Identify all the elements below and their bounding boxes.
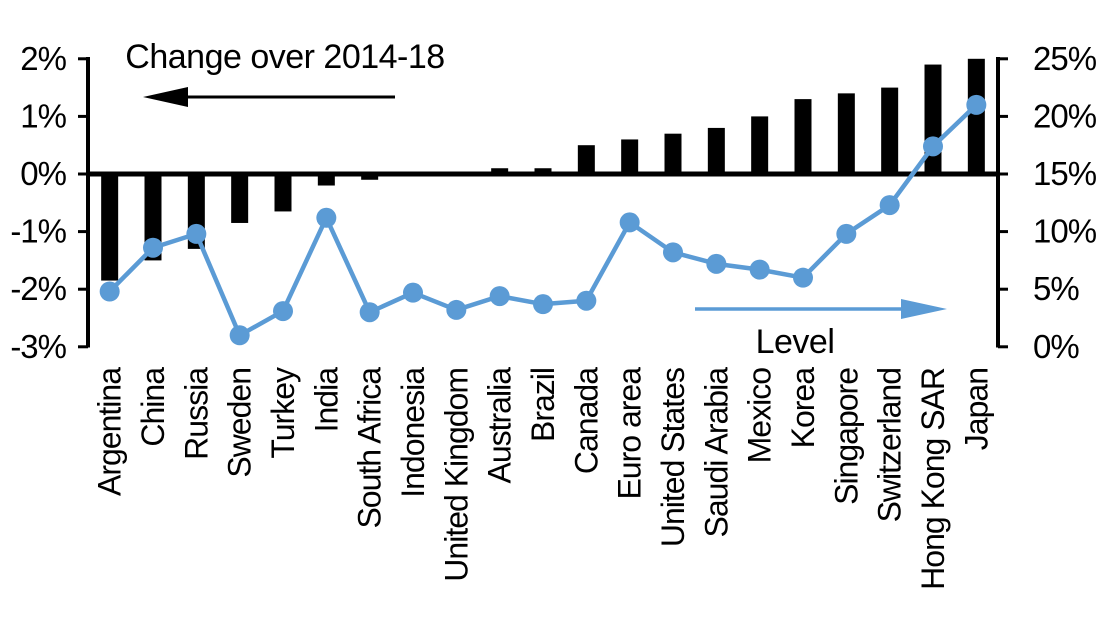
right-axis-tick-label: 15%: [1033, 155, 1097, 192]
right-axis-tick-label: 5%: [1033, 270, 1079, 307]
bar-canada: [577, 145, 595, 174]
labels-layer: Argentina China Russia Sweden Turkey India Sou…: [92, 367, 995, 590]
marker-korea: [793, 267, 813, 288]
bar-united-states: [664, 133, 682, 174]
marker-euro-area: [619, 212, 640, 233]
bar-india: [317, 174, 335, 186]
right-axis-tick-label: 25%: [1033, 40, 1097, 77]
category-label-japan: Japan: [958, 368, 994, 450]
annotation-layer: Change over 2014-18 Level: [125, 38, 947, 361]
category-label-sweden: Sweden: [222, 368, 258, 478]
bar-singapore: [837, 93, 855, 174]
marker-argentina: [99, 281, 120, 302]
marker-australia: [489, 286, 510, 307]
marker-united-kingdom: [446, 299, 467, 320]
left-axis-tick-label: -1%: [10, 213, 66, 250]
category-label-brazil: Brazil: [525, 368, 561, 442]
marker-singapore: [836, 223, 857, 244]
line-series-title: Level: [756, 323, 835, 361]
left-axis-tick-label: -2%: [10, 270, 66, 307]
marker-united-states: [663, 242, 683, 263]
left-arrow: [143, 87, 395, 107]
category-label-united-states: United States: [655, 368, 691, 547]
marker-india: [316, 207, 337, 228]
left-axis-tick-label: 2%: [20, 40, 66, 77]
bar-saudi-arabia: [707, 127, 725, 174]
category-label-argentina: Argentina: [92, 367, 128, 496]
marker-japan: [966, 94, 987, 115]
marker-china: [143, 237, 163, 258]
bar-korea: [794, 99, 812, 174]
bar-australia: [491, 168, 509, 174]
left-axis-tick-label: -3%: [10, 328, 66, 365]
marker-saudi-arabia: [706, 253, 727, 274]
marker-indonesia: [403, 282, 423, 303]
category-label-euro-area: Euro area: [612, 367, 648, 500]
marker-switzerland: [879, 195, 900, 216]
category-label-korea: Korea: [785, 367, 821, 449]
category-label-singapore: Singapore: [828, 368, 864, 505]
bar-brazil: [534, 168, 552, 174]
marker-canada: [576, 290, 597, 311]
bar-turkey: [274, 174, 292, 212]
bar-south-africa: [361, 174, 379, 180]
category-label-mexico: Mexico: [742, 368, 778, 464]
bar-sweden: [231, 174, 249, 223]
right-axis-tick-label: 0%: [1033, 328, 1079, 365]
category-label-united-kingdom: United Kingdom: [438, 368, 474, 582]
category-label-saudi-arabia: Saudi Arabia: [698, 367, 734, 538]
bar-euro-area: [621, 139, 639, 174]
category-label-turkey: Turkey: [265, 367, 301, 459]
category-label-hong-kong-sar: Hong Kong SAR: [915, 368, 951, 590]
bar-series-title: Change over 2014-18: [125, 38, 444, 76]
left-arrow-head-icon: [143, 87, 188, 107]
category-label-china: China: [135, 367, 171, 447]
category-label-indonesia: Indonesia: [395, 367, 431, 498]
right-arrow-head-icon: [901, 299, 947, 319]
marker-mexico: [749, 259, 770, 280]
category-label-south-africa: South Africa: [352, 367, 388, 529]
category-label-russia: Russia: [178, 367, 214, 460]
bar-japan: [967, 58, 985, 174]
bar-switzerland: [881, 87, 899, 174]
marker-sweden: [229, 325, 250, 346]
category-label-australia: Australia: [482, 367, 518, 484]
right-arrow: [695, 299, 947, 319]
category-label-india: India: [308, 367, 344, 433]
left-axis-tick-label: 0%: [20, 155, 66, 192]
bar-mexico: [751, 116, 769, 174]
bar-argentina: [101, 174, 119, 281]
right-axis-tick-label: 10%: [1033, 213, 1097, 250]
marker-brazil: [533, 294, 553, 315]
right-axis-tick-label: 20%: [1033, 97, 1097, 134]
marker-turkey: [273, 301, 293, 322]
marker-hong-kong-sar: [923, 136, 943, 157]
left-axis-tick-label: 1%: [20, 97, 66, 134]
category-label-switzerland: Switzerland: [872, 368, 908, 522]
marker-russia: [186, 223, 207, 244]
category-label-canada: Canada: [568, 367, 604, 474]
line-layer: [99, 94, 987, 346]
marker-south-africa: [359, 302, 380, 323]
bars-layer: [101, 58, 985, 281]
